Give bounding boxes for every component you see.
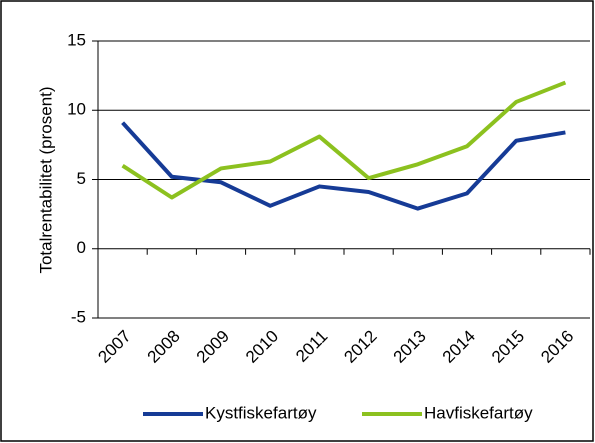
y-tick-label: 10	[67, 100, 86, 119]
y-axis-label: Totalrentabilitet (prosent)	[36, 86, 55, 273]
y-tick-label: 5	[77, 169, 86, 188]
legend-label: Kystfiskefartøy	[205, 403, 317, 422]
series-line	[121, 121, 566, 211]
series-line	[121, 80, 567, 200]
legend-label: Havfiskefartøy	[424, 403, 533, 422]
y-tick-label: -5	[71, 307, 86, 326]
y-tick-label: 0	[77, 238, 86, 257]
y-tick-label: 15	[67, 30, 86, 49]
